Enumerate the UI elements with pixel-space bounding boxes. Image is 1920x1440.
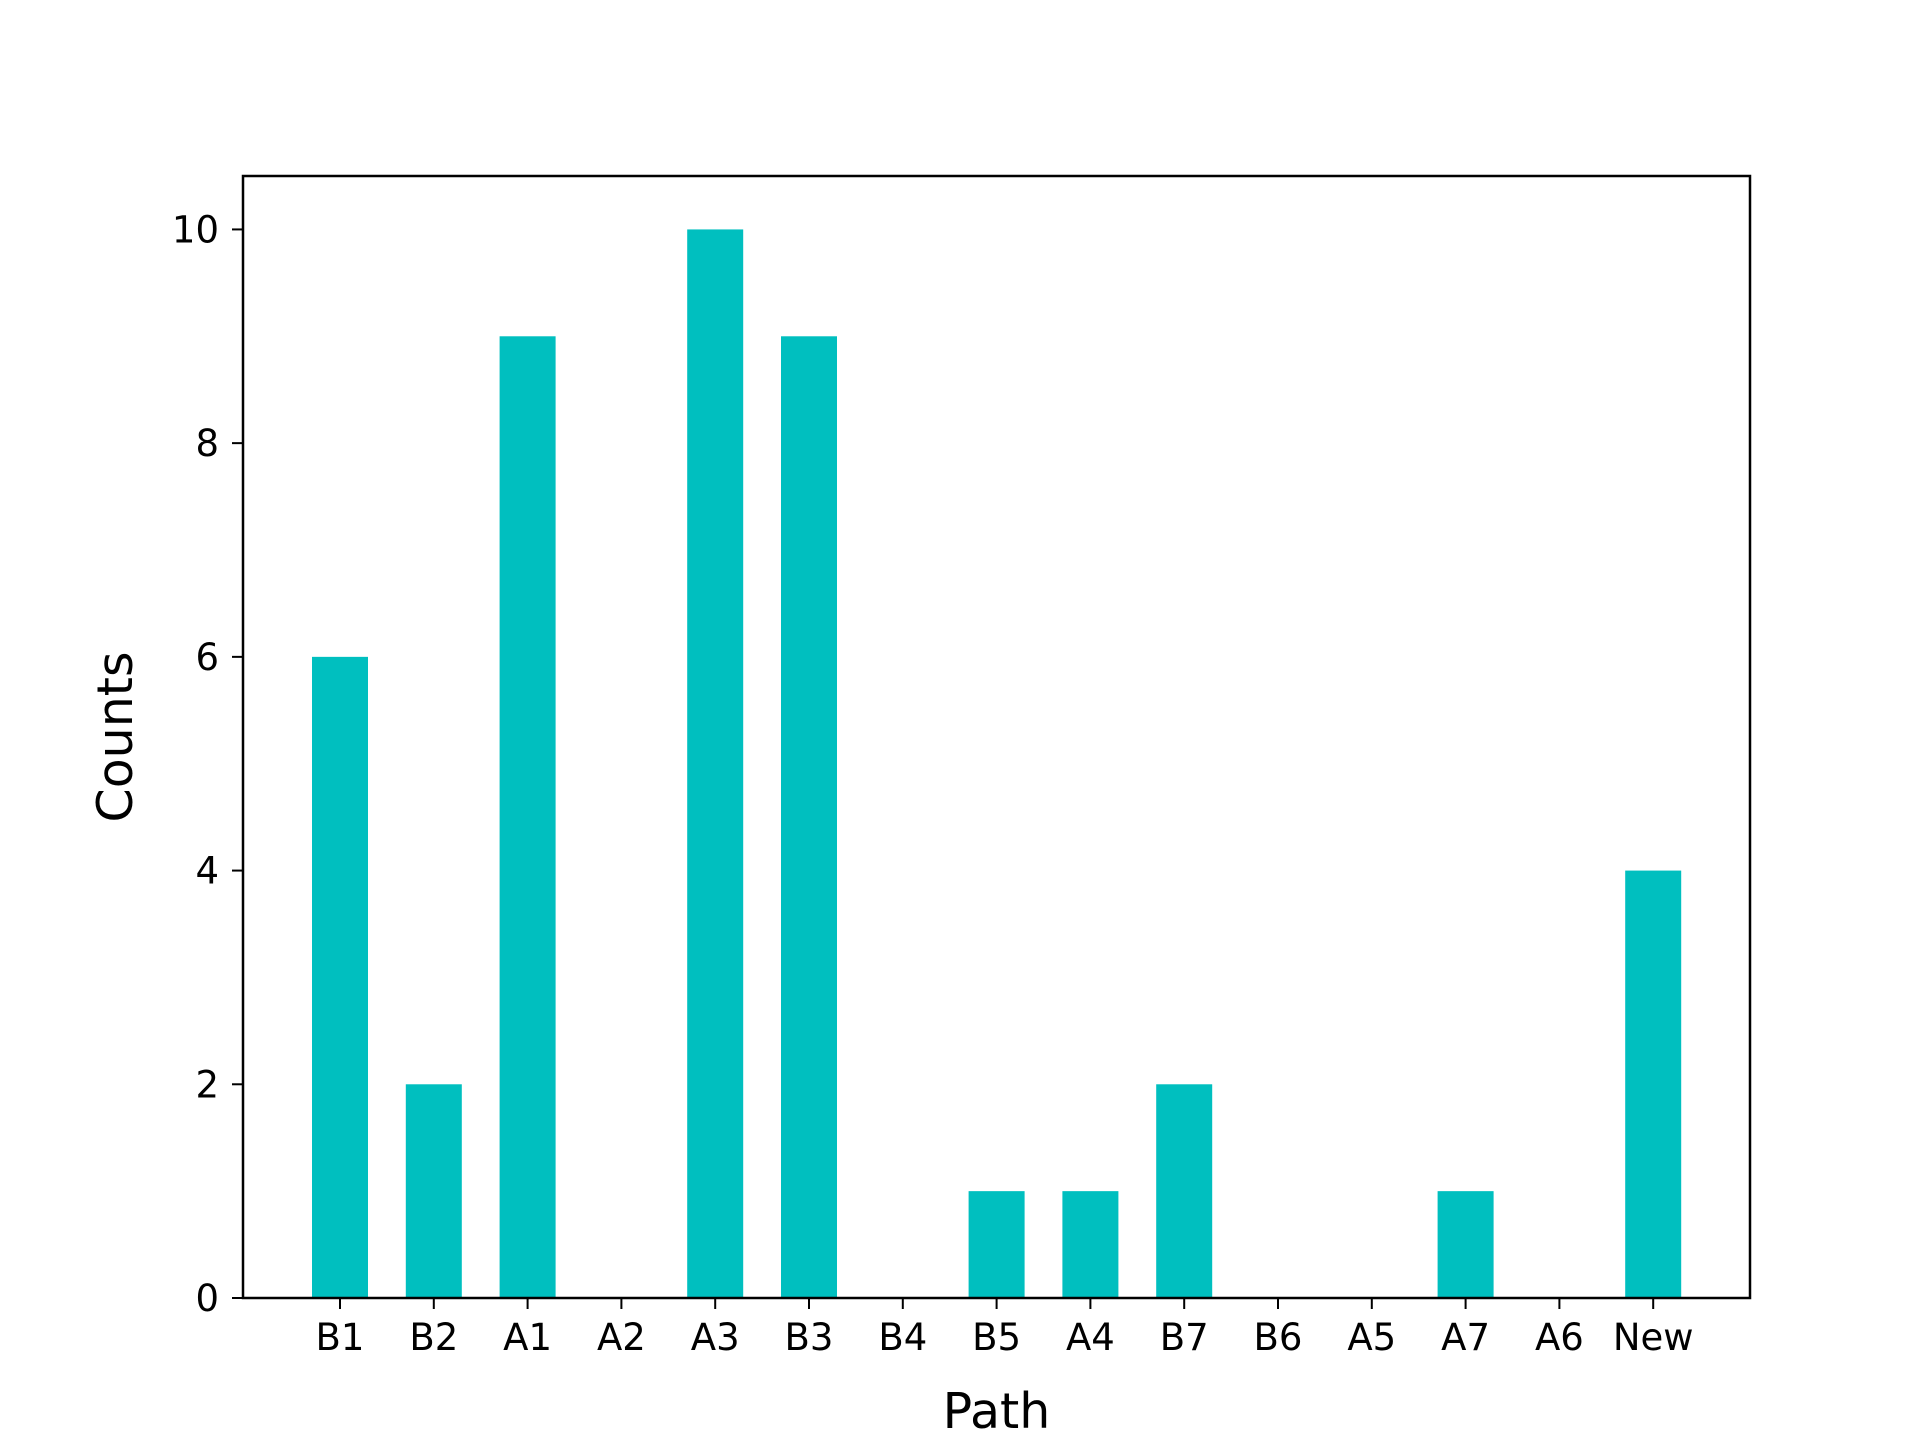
x-tick-label: A5 [1347,1316,1396,1359]
bar-a1 [499,336,556,1298]
bar-b5 [968,1191,1025,1298]
bar-b7 [1156,1084,1213,1298]
x-tick-label: A7 [1441,1316,1490,1359]
y-tick-label: 2 [195,1063,219,1106]
x-axis-ticks: B1 B2 A1 A2 A3 B3 B4 B5 A4 B7 B6 A5 A7 A6 New [316,1298,1694,1359]
x-tick-label: B1 [316,1316,365,1359]
x-tick-label: A3 [691,1316,740,1359]
y-axis-label: Counts [87,651,144,822]
y-tick-label: 0 [195,1277,219,1320]
x-tick-label: B5 [972,1316,1021,1359]
x-tick-label: B4 [878,1316,927,1359]
y-tick-label: 8 [195,422,219,465]
bar-b1 [312,656,368,1298]
x-tick-label: A6 [1535,1316,1584,1359]
y-axis-ticks: 0 2 4 6 8 10 [172,208,243,1320]
y-tick-label: 4 [195,850,219,893]
bars-group [312,229,1682,1298]
y-tick-label: 10 [172,208,219,251]
x-tick-label: A2 [597,1316,646,1359]
bar-b3 [781,336,837,1298]
bar-a7 [1437,1191,1494,1298]
plot-frame [241,174,1752,1300]
bar-new [1625,870,1682,1298]
x-tick-label: B6 [1254,1316,1303,1359]
bar-b2 [405,1084,462,1298]
x-tick-label: New [1613,1316,1694,1359]
x-tick-label: B3 [785,1316,834,1359]
x-tick-label: A1 [503,1316,552,1359]
x-tick-label: A4 [1066,1316,1115,1359]
bar-a3 [687,229,744,1298]
x-tick-label: B7 [1160,1316,1209,1359]
bar-a4 [1062,1191,1119,1298]
x-tick-label: B2 [409,1316,458,1359]
x-axis-label: Path [943,1383,1051,1440]
y-tick-label: 6 [195,636,219,679]
